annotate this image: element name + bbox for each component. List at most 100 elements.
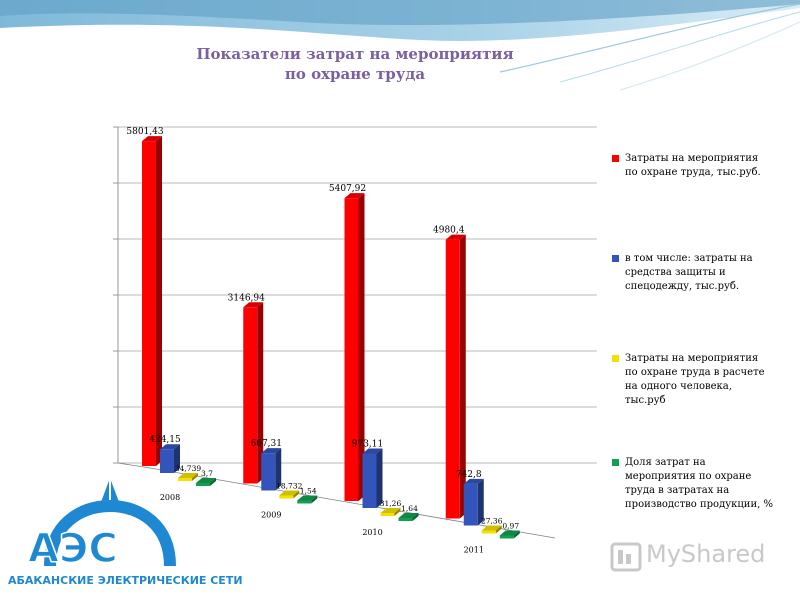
bar-side <box>394 508 401 516</box>
bar-front <box>142 141 156 466</box>
bar-side <box>311 495 318 504</box>
bar-side <box>210 478 216 486</box>
bar-front <box>344 198 359 501</box>
bar-front <box>445 239 460 519</box>
bar-side <box>156 136 162 466</box>
bar-front <box>243 307 258 484</box>
data-label: 18,732 <box>276 482 302 491</box>
bar-side <box>495 525 502 534</box>
bar-top <box>481 525 502 531</box>
bar-4-2011: 0,97 <box>499 522 520 539</box>
floor-edge <box>117 462 151 469</box>
bar-1-2008: 5801,43 <box>126 127 164 466</box>
bar-side <box>358 193 365 501</box>
logo-mark: АЭС <box>28 526 118 572</box>
bar-side <box>412 513 419 521</box>
bar-4-2009: 1,54 <box>297 487 318 504</box>
bar-side <box>293 490 300 499</box>
bar-3-2009: 18,732 <box>276 482 303 499</box>
bar-1-2010: 5407,92 <box>329 184 366 501</box>
bar-3-2011: 27,36 <box>481 517 503 534</box>
legend-label-1: Затраты на мероприятия по охране труда, … <box>625 153 761 178</box>
bar-2-2011: 742,8 <box>456 470 484 526</box>
bar-2-2009: 667,31 <box>251 439 283 491</box>
chart-title-line-1: Показатели затрат на мероприятия <box>196 45 514 63</box>
bar-front <box>196 483 210 486</box>
bar-top <box>196 478 216 483</box>
bar-side <box>257 302 264 484</box>
data-label: 973,11 <box>352 440 384 450</box>
bar-2-2008: 424,15 <box>149 435 181 473</box>
legend-swatch-red <box>612 155 619 162</box>
legend-swatch-green <box>612 459 619 466</box>
bar-top <box>160 444 180 450</box>
data-label: 1,64 <box>401 504 418 513</box>
data-label: 4980,4 <box>433 226 465 236</box>
data-label: 3,7 <box>201 469 213 478</box>
data-label: 1,54 <box>300 487 317 496</box>
data-label: 424,15 <box>149 435 181 445</box>
logo-caption: АБАКАНСКИЕ ЭЛЕКТРИЧЕСКИЕ СЕТИ <box>8 574 243 587</box>
legend-label-4: Доля затрат на мероприятия по охране тру… <box>625 457 773 510</box>
legend-swatch-blue <box>612 255 619 262</box>
bar-side <box>513 530 520 539</box>
bar-front <box>463 483 478 526</box>
data-label: 667,31 <box>251 439 283 449</box>
bar-1-2011: 4980,4 <box>433 226 466 519</box>
bar-front <box>297 500 312 504</box>
bar-side <box>477 478 484 526</box>
bar-1-2009: 3146,94 <box>228 293 265 484</box>
bar-side <box>459 234 466 519</box>
legend-label-2: в том числе: затраты на средства защиты … <box>625 253 753 292</box>
bar-2-2010: 973,11 <box>352 440 384 508</box>
bar-top <box>243 302 264 308</box>
bar-top <box>297 495 318 501</box>
x-tick-label: 2010 <box>362 528 382 537</box>
bar-3-2008: 34,739 <box>175 464 201 481</box>
legend-swatch-yellow <box>612 355 619 362</box>
bar-front <box>178 478 192 481</box>
bar-front <box>398 518 413 521</box>
bar-top <box>344 193 365 199</box>
chart-title: Показатели затрат на мероприятия по охра… <box>180 44 530 84</box>
bar-front <box>380 513 395 516</box>
data-label: 0,97 <box>502 522 519 531</box>
bar-side <box>275 448 282 491</box>
data-label: 34,739 <box>175 464 201 473</box>
bar-front <box>160 449 174 473</box>
bar-3-2010: 31,26 <box>380 499 402 516</box>
bar-front <box>481 530 496 534</box>
data-label: 5801,43 <box>126 127 163 137</box>
bar-top <box>142 136 162 142</box>
bar-front <box>261 453 276 491</box>
data-label: 3146,94 <box>228 293 265 303</box>
data-label: 27,36 <box>481 517 503 526</box>
bar-top <box>463 478 484 484</box>
bar-side <box>192 473 198 481</box>
bar-top <box>279 490 300 496</box>
bar-top <box>261 448 282 454</box>
company-logo: АЭС <box>27 478 176 573</box>
x-tick-label: 2008 <box>160 493 180 502</box>
bar-side <box>174 444 180 473</box>
bar-front <box>362 453 377 508</box>
legend-label-3: Затраты на мероприятия по охране труда в… <box>625 353 765 406</box>
data-label: 742,8 <box>456 470 482 480</box>
bar-front <box>499 535 514 539</box>
bar-top <box>398 513 419 518</box>
bar-top <box>499 530 520 536</box>
bar-top <box>362 448 383 454</box>
watermark-icon <box>610 542 642 572</box>
bar-4-2010: 1,64 <box>398 504 419 521</box>
chart-title-line-2: по охране труда <box>284 65 426 83</box>
bar-4-2008: 3,7 <box>196 469 216 486</box>
bar-top <box>380 508 401 513</box>
data-label: 31,26 <box>380 499 402 508</box>
x-tick-label: 2011 <box>464 546 484 555</box>
bar-side <box>376 448 383 508</box>
data-label: 5407,92 <box>329 184 366 194</box>
bar-top <box>178 473 198 478</box>
x-tick-label: 2009 <box>261 511 281 520</box>
bar-top <box>445 234 466 240</box>
